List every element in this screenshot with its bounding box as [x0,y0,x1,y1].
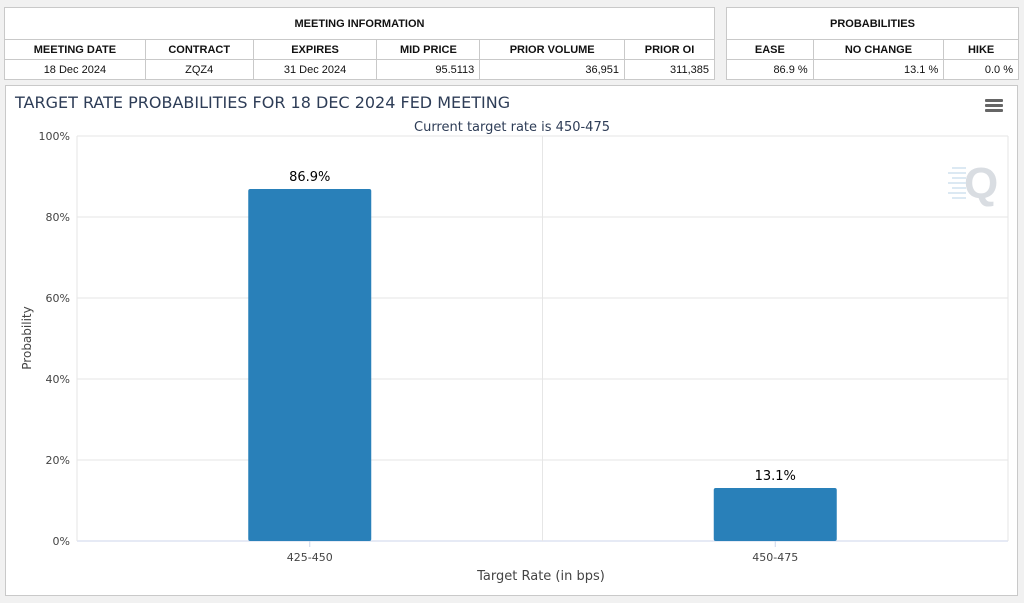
probabilities-header: PROBABILITIES [726,7,1019,40]
meeting-information-table: MEETING INFORMATION MEETING DATE CONTRAC… [4,7,715,80]
col-no-change: NO CHANGE [812,39,945,60]
y-axis-label: Probability [20,306,34,369]
chart-title: TARGET RATE PROBABILITIES FOR 18 DEC 202… [14,93,510,112]
x-tick-label: 425-450 [287,551,333,564]
bar-450-475[interactable] [713,487,837,541]
y-tick-label: 20% [46,454,70,467]
ease-value: 86.9 % [726,59,814,80]
table-row: 18 Dec 2024 ZQZ4 31 Dec 2024 95.5113 36,… [4,59,715,80]
col-prior-oi: PRIOR OI [624,39,715,60]
y-tick-label: 80% [46,211,70,224]
y-tick-label: 60% [46,292,70,305]
prior-oi-value: 311,385 [624,59,715,80]
x-axis-label: Target Rate (in bps) [476,569,605,584]
col-hike: HIKE [943,39,1019,60]
y-tick-label: 0% [53,535,70,548]
probabilities-table: PROBABILITIES EASE NO CHANGE HIKE 86.9 %… [726,7,1019,80]
chart-subtitle: Current target rate is 450-475 [414,120,610,135]
data-label: 13.1% [755,469,796,484]
y-tick-label: 40% [46,373,70,386]
meeting-information-header: MEETING INFORMATION [4,7,715,40]
y-axis-ticks: 0% 20% 40% 60% 80% 100% [39,130,70,548]
col-ease: EASE [726,39,814,60]
expires-value: 31 Dec 2024 [252,59,378,80]
hike-value: 0.0 % [943,59,1019,80]
gridlines [76,135,1009,542]
col-meeting-date: MEETING DATE [4,39,146,60]
chart-menu-icon[interactable] [985,99,1003,114]
x-tick-label: 450-475 [752,551,798,564]
col-contract: CONTRACT [144,39,254,60]
watermark-letter: Q [964,159,998,208]
bars: 86.9% 13.1% [248,170,837,541]
col-mid-price: MID PRICE [376,39,481,60]
chart-panel: Q 0% 20% 40% 60% 80% 100% 86.9% 13.1% 425-450 4… [5,85,1018,596]
table-row: 86.9 % 13.1 % 0.0 % [726,59,1019,80]
bar-425-450[interactable] [248,189,372,541]
contract-value: ZQZ4 [144,59,254,80]
col-expires: EXPIRES [252,39,378,60]
col-prior-volume: PRIOR VOLUME [479,39,626,60]
probability-chart: Q 0%20%40%60%80%100% 86.9%13.1% 425-450 4… [14,93,1009,584]
mid-price-value: 95.5113 [376,59,481,80]
y-tick-label: 100% [39,130,70,143]
prior-volume-value: 36,951 [479,59,626,80]
data-label: 86.9% [289,170,330,185]
meeting-date-value: 18 Dec 2024 [4,59,146,80]
x-axis-ticks: 425-450 450-475 [287,541,798,564]
cme-watermark-logo: Q [948,159,998,208]
no-change-value: 13.1 % [812,59,945,80]
